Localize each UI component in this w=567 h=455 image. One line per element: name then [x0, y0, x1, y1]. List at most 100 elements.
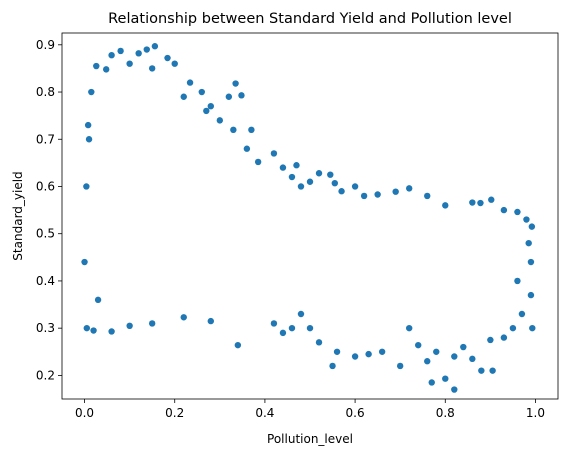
data-point [135, 50, 142, 57]
data-point [442, 202, 449, 209]
data-point [126, 60, 133, 67]
data-point [94, 296, 102, 304]
x-tick-label: 1.0 [526, 406, 545, 420]
data-point [117, 47, 124, 55]
data-point [270, 150, 278, 157]
data-point [288, 173, 296, 181]
y-axis-label: Standard_yield [11, 171, 25, 260]
data-point [180, 93, 187, 100]
data-point [306, 178, 314, 185]
data-point [85, 136, 93, 143]
y-tick-label: 0.4 [36, 274, 55, 288]
data-point [527, 291, 535, 299]
data-point [90, 327, 97, 334]
data-point [529, 324, 536, 332]
data-point [360, 192, 368, 200]
data-point [164, 54, 171, 62]
data-point [203, 107, 210, 115]
x-tick-label: 0.0 [75, 406, 94, 420]
data-point [186, 79, 194, 86]
data-point [238, 92, 245, 99]
y-tick-label: 0.8 [36, 85, 55, 99]
data-point [406, 185, 413, 192]
y-tick-label: 0.7 [36, 132, 55, 146]
y-tick-label: 0.5 [36, 227, 55, 241]
data-point [234, 341, 242, 349]
data-point [248, 126, 255, 134]
data-point [306, 324, 314, 332]
data-point [315, 339, 323, 346]
data-point [230, 126, 237, 134]
data-point [424, 192, 431, 200]
data-point [126, 322, 133, 329]
data-point [415, 341, 422, 349]
data-point [293, 162, 300, 169]
data-point [469, 199, 476, 206]
data-point [88, 88, 95, 96]
data-point [151, 43, 159, 50]
data-point [514, 277, 521, 285]
y-tick-label: 0.3 [36, 321, 55, 335]
x-tick-label: 0.8 [436, 406, 455, 420]
y-tick-label: 0.6 [36, 179, 55, 193]
data-point [514, 208, 521, 216]
data-point [428, 379, 435, 386]
data-point [333, 348, 341, 355]
y-axis: 0.2 0.3 0.4 0.5 0.6 0.7 0.8 0.9 [36, 38, 62, 382]
data-point [528, 223, 536, 230]
data-point [351, 183, 359, 190]
data-point [527, 258, 535, 266]
data-point [279, 329, 287, 337]
data-point [525, 239, 532, 247]
data-point [488, 196, 495, 203]
data-point [84, 121, 92, 129]
data-point [396, 362, 404, 370]
data-point [378, 348, 386, 355]
data-point [451, 386, 458, 393]
data-point [81, 258, 88, 266]
y-tick-label: 0.9 [36, 38, 55, 52]
data-point [225, 93, 233, 100]
data-point [477, 199, 484, 207]
data-point [93, 62, 100, 70]
plot-frame [61, 32, 559, 400]
data-point [207, 317, 214, 325]
data-point [523, 216, 530, 223]
data-point [102, 66, 110, 73]
data-point [331, 179, 338, 187]
data-point [207, 103, 214, 110]
data-point [143, 46, 150, 53]
data-point [329, 362, 336, 370]
data-point [83, 183, 90, 190]
data-point [198, 88, 205, 96]
data-point [327, 171, 334, 178]
x-axis-label: Pollution_level [267, 432, 353, 446]
data-point [406, 324, 413, 332]
points-layer [81, 43, 536, 393]
data-point [338, 188, 345, 195]
data-point [469, 355, 476, 363]
data-point [433, 348, 440, 355]
data-point [315, 170, 323, 177]
y-tick-label: 0.2 [36, 368, 55, 382]
x-tick-label: 0.2 [165, 406, 184, 420]
data-point [374, 191, 381, 198]
data-point [351, 353, 359, 360]
data-point [243, 145, 251, 152]
data-point [83, 324, 91, 332]
data-point [297, 183, 305, 190]
data-point [424, 358, 431, 365]
data-point [171, 60, 178, 67]
data-point [288, 324, 296, 332]
data-point [509, 324, 517, 332]
data-point [297, 310, 305, 318]
data-point [442, 375, 449, 382]
data-point [108, 51, 115, 59]
data-point [460, 343, 467, 351]
data-point [216, 117, 224, 124]
data-point [392, 188, 399, 195]
x-tick-label: 0.4 [255, 406, 274, 420]
data-point [279, 164, 287, 171]
x-axis: 0.0 0.2 0.4 0.6 0.8 1.0 [75, 399, 545, 420]
